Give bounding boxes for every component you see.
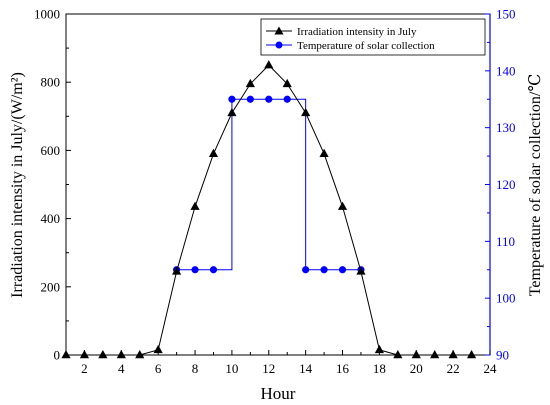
x-tick-label: 18 (373, 361, 386, 376)
right-y-axis-label: Temperature of solar collection/℃ (527, 74, 544, 296)
irradiation-point (190, 201, 200, 210)
irradiation-point (61, 350, 71, 359)
irradiation-point (430, 350, 440, 359)
x-tick-label: 8 (192, 361, 199, 376)
irradiation-point (264, 60, 274, 69)
temperature-point (246, 95, 254, 103)
x-tick-label: 20 (410, 361, 423, 376)
temperature-point (228, 95, 236, 103)
legend-temperature-marker (275, 41, 283, 49)
temperature-point (302, 266, 310, 274)
x-tick-label: 2 (81, 361, 88, 376)
irradiation-point (172, 266, 182, 275)
x-tick-label: 6 (155, 361, 162, 376)
left-y-axis-label: Irradiation intensity in July/(W/m²) (9, 72, 26, 298)
irradiation-point (411, 350, 421, 359)
left-y-tick-label: 400 (41, 211, 61, 226)
irradiation-point (356, 266, 366, 275)
x-tick-label: 24 (484, 361, 498, 376)
x-tick-label: 22 (447, 361, 460, 376)
irradiation-line (66, 64, 472, 356)
irradiation-point (245, 78, 255, 88)
left-y-tick-label: 0 (54, 348, 61, 363)
right-y-tick-label: 90 (496, 348, 509, 363)
temperature-point (209, 266, 218, 274)
irradiation-point (374, 344, 384, 354)
legend-box (260, 18, 486, 56)
irradiation-point (301, 107, 311, 117)
irradiation-point (466, 350, 477, 359)
left-y-axis: 0 200 400 600 800 1000 (34, 7, 71, 363)
left-y-tick-label: 200 (41, 279, 61, 294)
temperature-point (320, 266, 328, 274)
irradiation-point (135, 350, 145, 359)
left-y-tick-label: 1000 (34, 7, 60, 22)
legend-irradiation-marker (274, 26, 284, 35)
irradiation-point (98, 350, 108, 359)
legend-irradiation-label: Irradiation intensity in July (297, 26, 417, 38)
temperature-step-line (176, 98, 361, 271)
irradiation-point (79, 350, 90, 359)
x-tick-label: 12 (262, 361, 275, 376)
right-y-tick-label: 110 (496, 234, 515, 249)
x-tick-label: 16 (336, 361, 350, 376)
plot-area-frame (65, 13, 491, 356)
right-y-tick-label: 130 (496, 120, 516, 135)
irradiation-point (227, 107, 237, 117)
right-y-axis: 90 100 110 120 130 140 150 (485, 7, 516, 363)
right-y-tick-label: 120 (496, 177, 516, 192)
temperature-point (191, 266, 199, 274)
irradiation-point (319, 148, 329, 158)
temperature-point (265, 95, 273, 103)
irradiation-point (393, 350, 403, 359)
legend: Irradiation intensity in July Temperatur… (260, 18, 486, 56)
legend-temperature-label: Temperature of solar collection (297, 40, 435, 52)
irradiation-point (337, 201, 348, 210)
x-tick-label: 14 (299, 361, 313, 376)
right-y-tick-label: 140 (496, 63, 516, 78)
x-tick-label: 10 (225, 361, 238, 376)
irradiation-point (153, 344, 163, 354)
temperature-point (338, 266, 347, 274)
temperature-point (283, 95, 291, 103)
x-tick-label: 4 (118, 361, 125, 376)
irradiation-series (61, 60, 477, 359)
irradiation-point (116, 350, 126, 359)
right-y-tick-label: 100 (496, 291, 516, 306)
temperature-series (173, 95, 365, 274)
left-y-tick-label: 600 (41, 143, 61, 158)
irradiation-point (448, 350, 458, 359)
left-y-tick-label: 800 (41, 75, 61, 90)
irradiation-point (208, 148, 219, 158)
right-y-tick-label: 150 (496, 7, 516, 22)
irradiation-point (282, 78, 292, 88)
x-axis-label: Hour (261, 384, 296, 403)
